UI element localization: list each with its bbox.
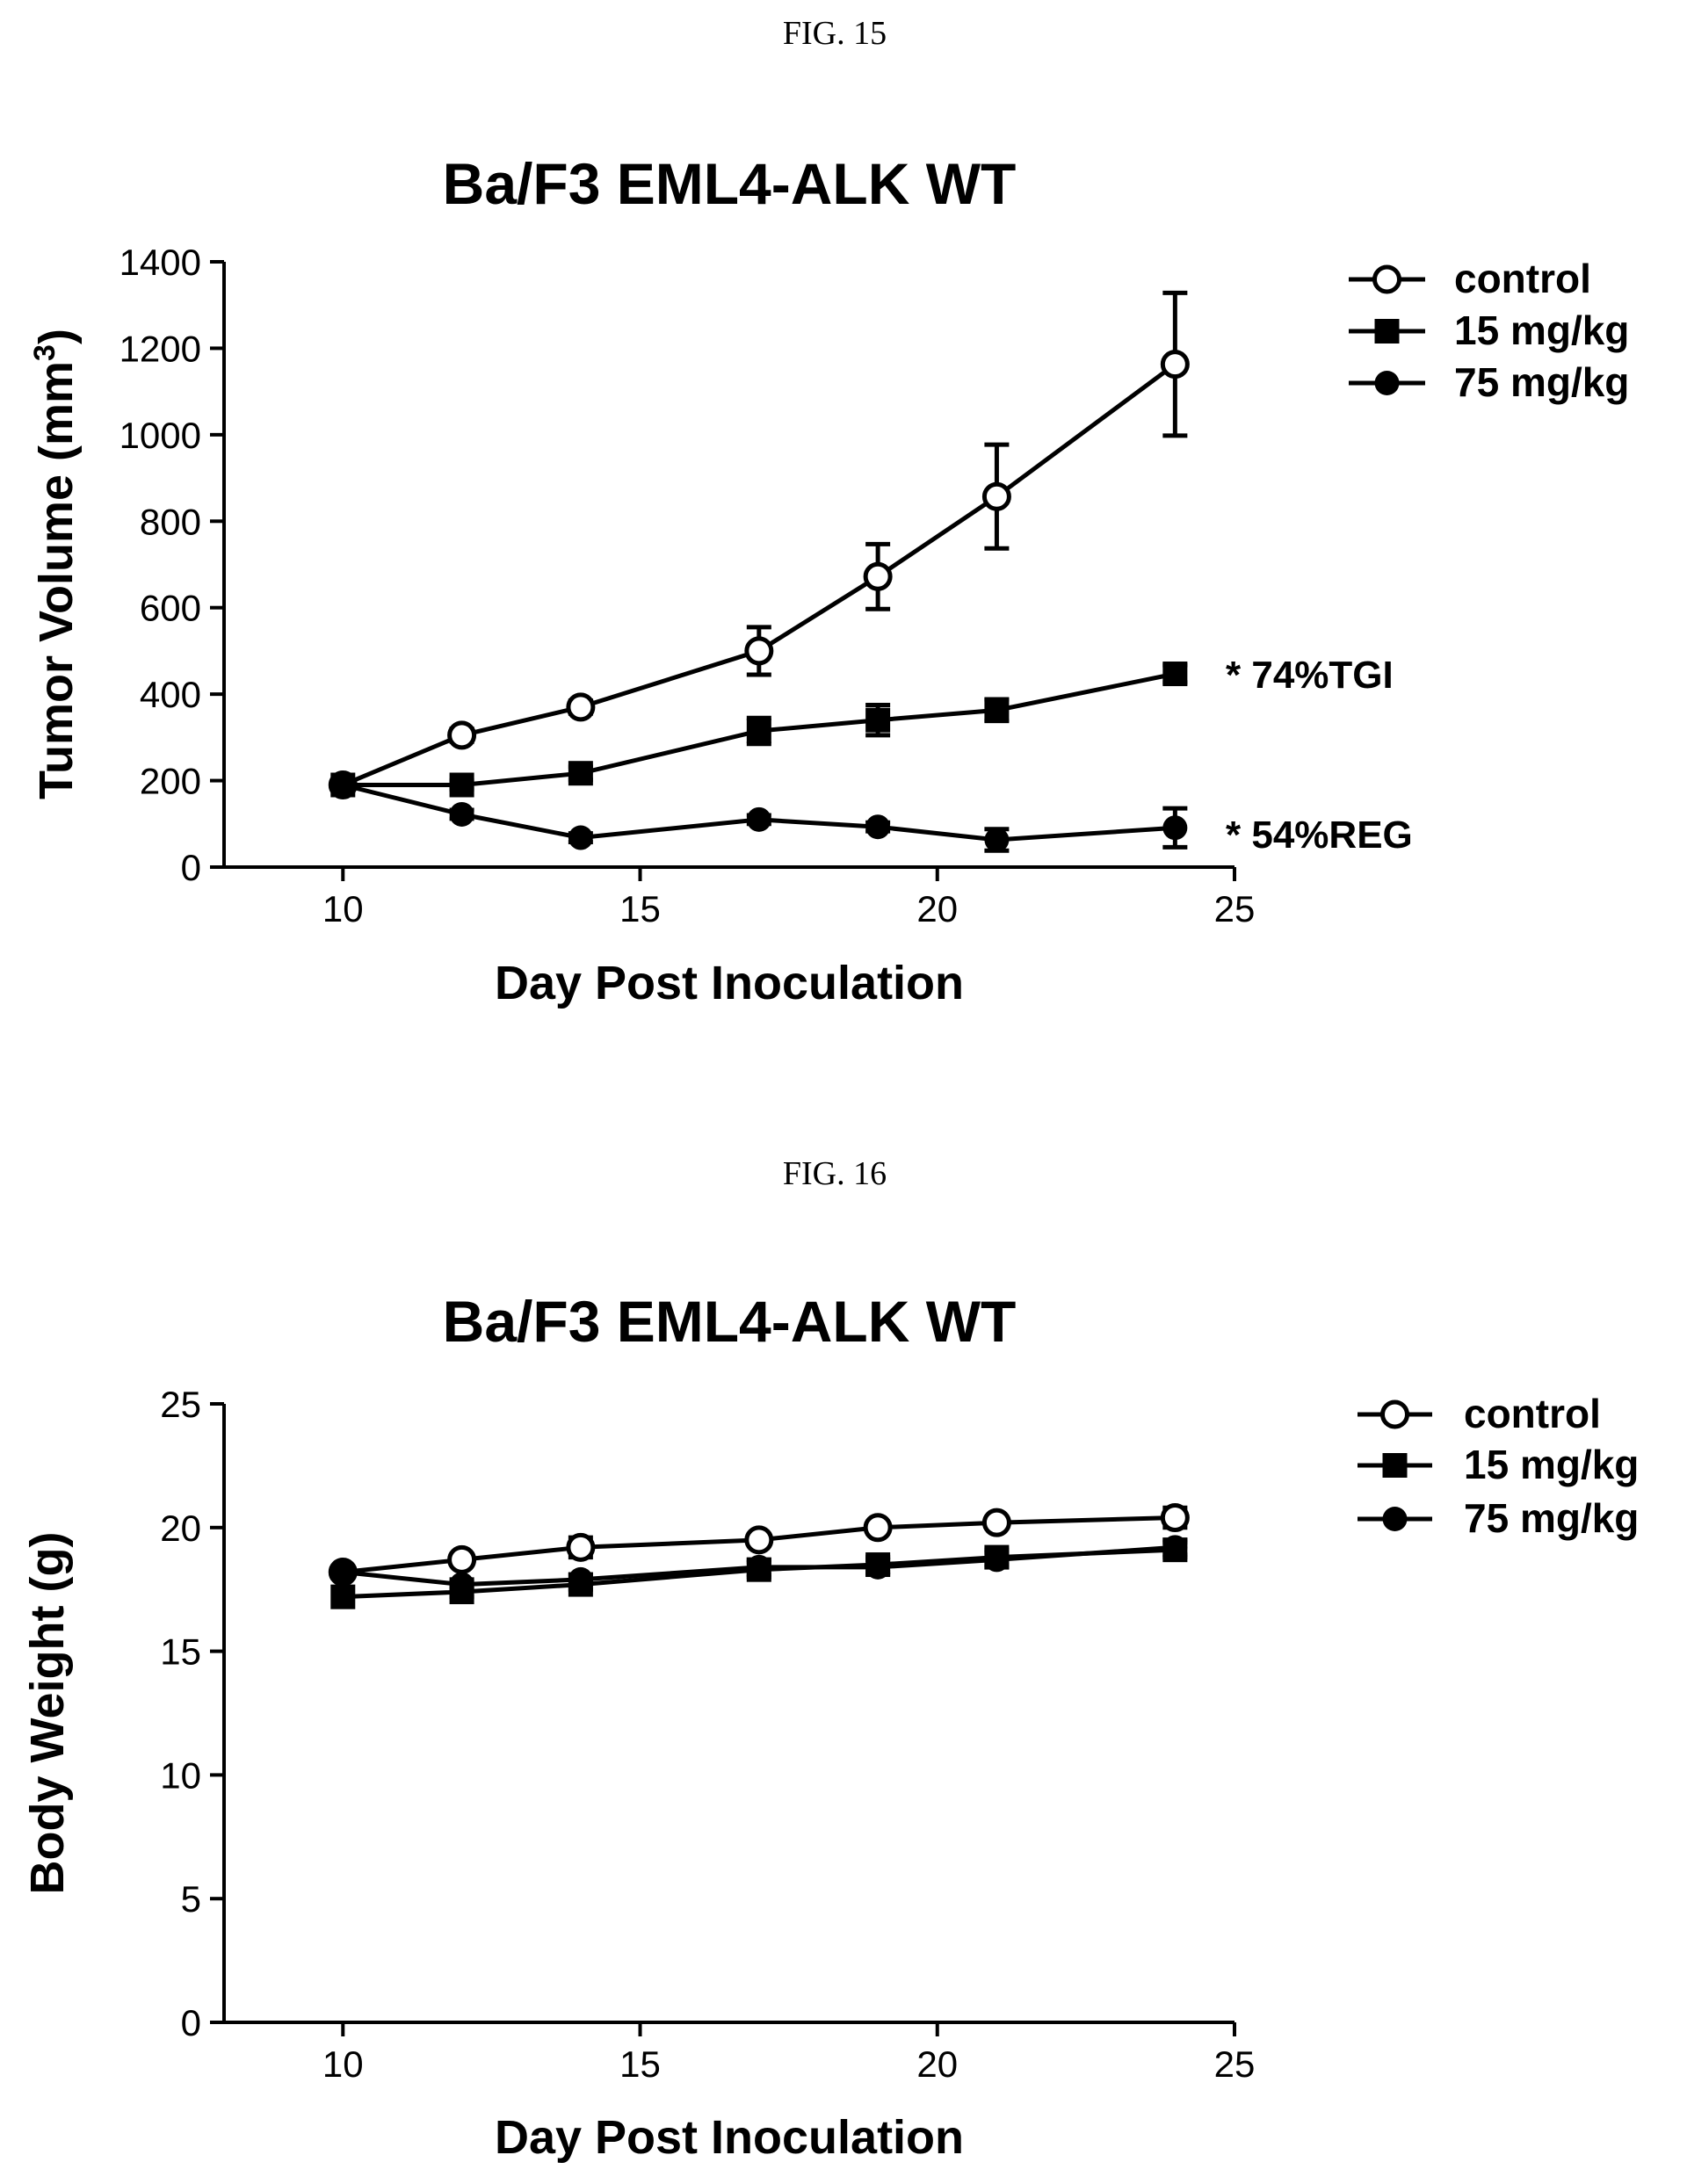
data-point: [447, 1544, 477, 1574]
data-point: [568, 761, 593, 786]
data-point: [330, 1584, 356, 1609]
data-point: [1162, 662, 1188, 687]
legend-label-control: control: [1454, 256, 1591, 301]
y-tick-label: 10: [160, 1754, 201, 1796]
data-point: [330, 1559, 356, 1585]
data-point: [746, 1554, 771, 1580]
x-tick-label: 20: [916, 2043, 958, 2085]
y-axis-label: Tumor Volume (mm3): [28, 329, 83, 799]
data-point: [865, 814, 891, 840]
y-tick-label: 1000: [119, 415, 201, 456]
data-point: [863, 1513, 893, 1543]
plot-area: [328, 290, 1190, 853]
x-tick-label: 20: [916, 888, 958, 929]
legend: control 15 mg/kg 75 mg/kg: [1349, 256, 1629, 405]
x-axis-label: Day Post Inoculation: [495, 2111, 964, 2164]
y-tick-label: 400: [140, 674, 201, 715]
legend-swatch-marker: [1374, 319, 1400, 344]
data-point: [330, 772, 356, 798]
figure-caption: FIG. 15: [783, 15, 887, 52]
y-ticks: 0 200 400 600 800 1000 1200 1400: [119, 242, 224, 888]
figure-15: FIG. 15 Ba/F3 EML4-ALK WT 0 200 400 600 …: [28, 15, 1629, 1009]
data-point: [566, 692, 596, 722]
data-point: [1162, 815, 1188, 841]
chart-title: Ba/F3 EML4-ALK WT: [443, 151, 1017, 216]
data-point: [449, 772, 474, 798]
x-tick-label: 15: [619, 2043, 661, 2085]
legend-swatch-marker: [1382, 1507, 1408, 1531]
data-point: [865, 707, 891, 733]
y-axis-label-superscript: 3: [28, 344, 62, 361]
data-point: [746, 718, 771, 743]
legend-label-75mgkg: 75 mg/kg: [1464, 1495, 1639, 1541]
data-point: [744, 636, 774, 666]
y-axis-label-close: ): [30, 329, 83, 344]
data-point: [984, 1547, 1010, 1573]
legend-swatch-marker: [1382, 1453, 1408, 1478]
data-point: [449, 801, 474, 827]
annotation-tgi: * 74%TGI: [1226, 654, 1394, 697]
data-point: [865, 1554, 891, 1580]
x-tick-label: 25: [1214, 2043, 1256, 2085]
chart-title: Ba/F3 EML4-ALK WT: [443, 1289, 1017, 1354]
y-tick-label: 800: [140, 501, 201, 542]
plot-area: [328, 1503, 1190, 1609]
y-tick-label: 1200: [119, 328, 201, 369]
data-point: [984, 698, 1010, 723]
legend-swatch-marker: [1380, 1399, 1409, 1429]
legend-swatch-marker: [1374, 371, 1400, 395]
data-point: [449, 1572, 474, 1597]
x-axis-label: Day Post Inoculation: [495, 957, 964, 1009]
figure-caption: FIG. 16: [783, 1155, 887, 1192]
y-tick-label: 1400: [119, 242, 201, 283]
data-point: [1160, 350, 1190, 380]
data-point: [568, 1566, 593, 1592]
legend-label-15mgkg: 15 mg/kg: [1454, 307, 1629, 353]
y-tick-label: 0: [181, 2002, 201, 2043]
data-point: [566, 1532, 596, 1562]
data-point: [568, 825, 593, 850]
y-axis-label-text: Tumor Volume (mm: [30, 361, 83, 799]
y-tick-label: 20: [160, 1508, 201, 1549]
y-ticks: 0 5 10 15 20 25: [160, 1384, 224, 2043]
data-point: [981, 1508, 1011, 1537]
data-point: [746, 806, 771, 832]
y-tick-label: 600: [140, 588, 201, 629]
y-tick-label: 5: [181, 1878, 201, 1920]
legend-label-control: control: [1464, 1391, 1601, 1436]
legend-label-75mgkg: 75 mg/kg: [1454, 359, 1629, 405]
y-axis-label: Body Weight (g): [21, 1532, 74, 1895]
y-tick-label: 200: [140, 761, 201, 802]
x-tick-label: 10: [322, 2043, 364, 2085]
data-point: [981, 481, 1011, 511]
annotation-reg: * 54%REG: [1226, 814, 1413, 857]
y-tick-label: 25: [160, 1384, 201, 1425]
figure-16: FIG. 16 Ba/F3 EML4-ALK WT 0 5 10 15 20 2…: [21, 1155, 1639, 2164]
data-point: [984, 827, 1010, 852]
data-point: [863, 561, 893, 591]
legend: control 15 mg/kg 75 mg/kg: [1358, 1391, 1639, 1541]
x-tick-label: 25: [1214, 888, 1256, 929]
y-tick-label: 15: [160, 1631, 201, 1673]
x-ticks: 10 15 20 25: [322, 867, 1255, 929]
legend-label-15mgkg: 15 mg/kg: [1464, 1442, 1639, 1487]
data-point: [1162, 1535, 1188, 1560]
legend-swatch-marker: [1372, 264, 1401, 294]
data-point: [1160, 1503, 1190, 1533]
data-point: [744, 1525, 774, 1555]
x-tick-label: 10: [322, 888, 364, 929]
x-ticks: 10 15 20 25: [322, 2022, 1255, 2085]
x-tick-label: 15: [619, 888, 661, 929]
data-point: [447, 720, 477, 750]
y-tick-label: 0: [181, 847, 201, 888]
